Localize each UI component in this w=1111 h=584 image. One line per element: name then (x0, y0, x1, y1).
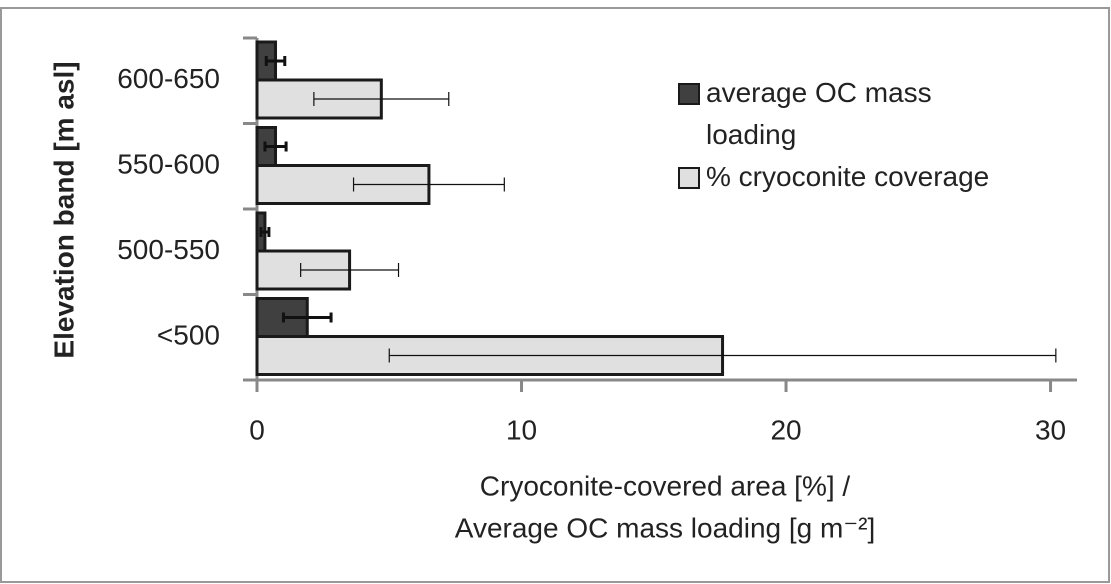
legend: average OC mass loading % cryoconite cove… (678, 72, 996, 198)
error-bar (300, 263, 400, 277)
y-tick-label: <500 (157, 320, 220, 351)
y-tick-label: 500-550 (117, 234, 220, 265)
error-bar (263, 141, 288, 152)
x-tick-label: 30 (1035, 414, 1066, 445)
x-tick-label: 0 (249, 414, 265, 445)
error-bar (388, 348, 1057, 363)
error-bar (259, 227, 271, 237)
legend-swatch (678, 167, 700, 189)
y-axis-title: Elevation band [m asl] (48, 61, 79, 358)
legend-label: % cryoconite coverage (706, 161, 990, 192)
y-tick-label: 600-650 (117, 63, 220, 94)
y-tick-label: 550-600 (117, 149, 220, 180)
error-bar (281, 312, 333, 323)
frame (0, 7, 1110, 583)
legend-label: average OC mass loading (706, 77, 932, 150)
error-bar (313, 92, 450, 106)
legend-swatch (678, 83, 700, 105)
x-axis-title: Average OC mass loading [g m⁻²] (455, 512, 875, 543)
x-tick-label: 10 (506, 414, 537, 445)
x-tick-label: 20 (770, 414, 801, 445)
error-bar (352, 177, 505, 192)
x-axis-title: Cryoconite-covered area [%] / (480, 470, 851, 501)
legend-entry: % cryoconite coverage (678, 156, 996, 198)
legend-entry: average OC mass loading (678, 72, 996, 156)
error-bar (264, 56, 287, 66)
